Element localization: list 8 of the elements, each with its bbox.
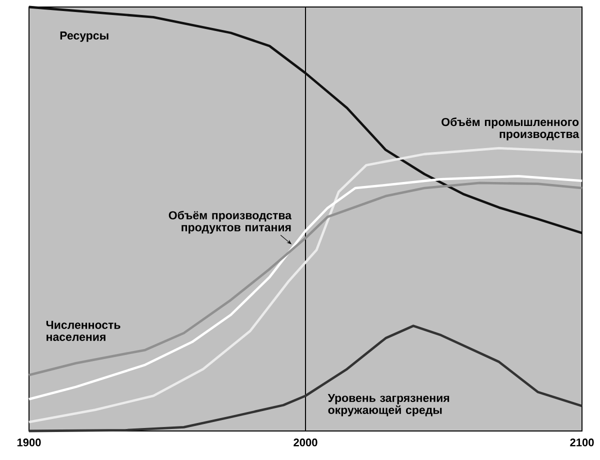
series-label: Численность населения [46,320,120,341]
x-tick-label: 2000 [294,438,318,446]
x-tick-label: 1900 [17,438,41,446]
series-label: Ресурсы [60,32,108,42]
series-label: Объём промышленного производства [442,118,580,140]
series-label: Объём производства продуктов питания [168,210,292,234]
x-tick-label: 2100 [570,438,594,446]
series-label: Уровень загрязнения окружающей среды [328,394,450,416]
